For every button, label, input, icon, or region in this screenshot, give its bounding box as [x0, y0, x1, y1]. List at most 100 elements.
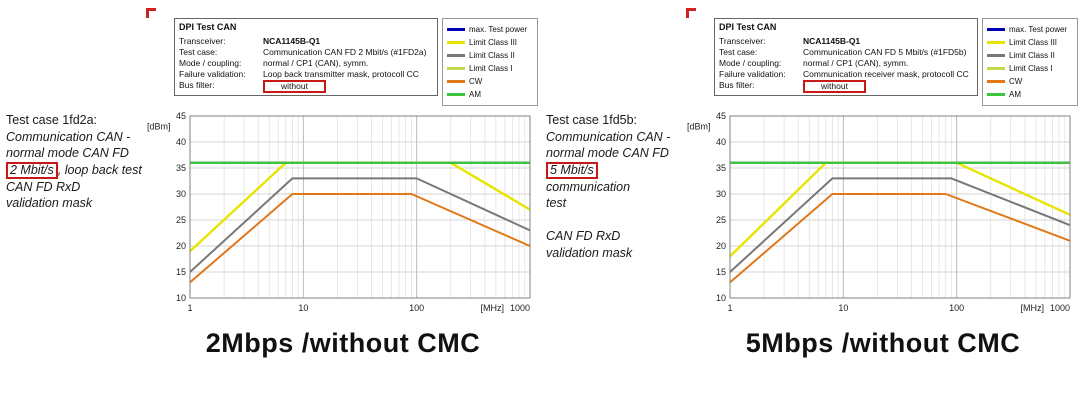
svg-text:10: 10	[838, 303, 848, 313]
legend-entry: max. Test power	[447, 23, 533, 36]
red-corner-mark	[686, 8, 696, 18]
info-value: Communication receiver mask, protocoll C…	[803, 68, 969, 79]
legend-swatch-icon	[987, 41, 1005, 44]
legend-entry: Limit Class II	[987, 49, 1073, 62]
info-row: Failure validation: Communication receive…	[719, 69, 973, 80]
chart-column-5mbps: DPI Test CAN Transceiver: NCA1145B-Q1 Test…	[686, 8, 1080, 401]
info-row: Bus filter: without	[179, 79, 433, 93]
side-note-line: validation mask	[6, 196, 93, 211]
info-value: NCA1145B-Q1	[263, 35, 321, 46]
svg-text:25: 25	[716, 215, 726, 225]
legend-entry: Limit Class I	[447, 62, 533, 75]
legend-label: max. Test power	[1009, 25, 1068, 34]
header-boxes: DPI Test CAN Transceiver: NCA1145B-Q1 Test…	[174, 18, 540, 106]
info-label: Failure validation:	[719, 68, 786, 79]
svg-text:25: 25	[176, 215, 186, 225]
svg-text:45: 45	[716, 111, 726, 121]
svg-text:[MHz]: [MHz]	[481, 303, 505, 313]
info-box-title: DPI Test CAN	[179, 22, 237, 32]
legend-entry: CW	[447, 75, 533, 88]
info-value: Communication CAN FD 5 Mbit/s (#1FD5b)	[803, 46, 967, 57]
side-note-2mbps: Test case 1fd2a: Communication CAN - norma…	[0, 8, 146, 401]
legend-swatch-icon	[447, 67, 465, 70]
svg-text:100: 100	[949, 303, 964, 313]
legend-entry: Limit Class I	[987, 62, 1073, 75]
side-note-5mbps: Test case 1fd5b: Communication CAN - norma…	[540, 8, 686, 401]
legend-swatch-icon	[447, 54, 465, 57]
info-row: Mode / coupling: normal / CP1 (CAN), symm…	[179, 58, 433, 69]
legend-label: CW	[469, 77, 483, 86]
info-row: Test case: Communication CAN FD 2 Mbit/s …	[179, 47, 433, 58]
svg-text:30: 30	[176, 189, 186, 199]
svg-text:20: 20	[176, 241, 186, 251]
legend-label: Limit Class III	[469, 38, 518, 47]
legend-label: CW	[1009, 77, 1023, 86]
svg-text:40: 40	[176, 137, 186, 147]
legend-swatch-icon	[447, 41, 465, 44]
legend-label: Limit Class I	[1009, 64, 1053, 73]
info-row: Failure validation: Loop back transmitter…	[179, 69, 433, 80]
side-note-line: normal mode CAN FD	[546, 146, 669, 160]
info-box-5mbps: DPI Test CAN Transceiver: NCA1145B-Q1 Test…	[714, 18, 978, 96]
legend-entry: AM	[447, 88, 533, 101]
svg-text:[dBm]: [dBm]	[147, 121, 171, 131]
info-label: Mode / coupling:	[719, 57, 782, 68]
svg-text:40: 40	[716, 137, 726, 147]
info-rows: Transceiver: NCA1145B-Q1 Test case: Communi…	[719, 36, 973, 93]
svg-text:35: 35	[716, 163, 726, 173]
legend-swatch-icon	[987, 93, 1005, 96]
legend-label: Limit Class II	[469, 51, 515, 60]
legend-swatch-icon	[447, 28, 465, 31]
legend-label: Limit Class II	[1009, 51, 1055, 60]
svg-text:15: 15	[176, 267, 186, 277]
info-value: Communication CAN FD 2 Mbit/s (#1FD2a)	[263, 46, 427, 57]
info-row: Transceiver: NCA1145B-Q1	[179, 36, 433, 47]
info-value: without	[803, 79, 973, 93]
legend-swatch-icon	[447, 93, 465, 96]
legend-entry: Limit Class III	[447, 36, 533, 49]
info-row: Mode / coupling: normal / CP1 (CAN), symm…	[719, 58, 973, 69]
side-note-line: validation mask	[546, 245, 633, 260]
highlight-box: without	[803, 79, 866, 93]
side-note-line	[546, 212, 684, 229]
legend-entry: max. Test power	[987, 23, 1073, 36]
info-value: without	[263, 79, 433, 93]
legend-box-5mbps: max. Test power Limit Class III Limit Clas…	[982, 18, 1078, 106]
info-label: Mode / coupling:	[179, 57, 242, 68]
info-label: Bus filter:	[719, 79, 755, 90]
panel-5mbps: Test case 1fd5b: Communication CAN - norma…	[540, 0, 1080, 401]
side-note-line: Test case 1fd2a:	[6, 113, 98, 127]
legend-entry: CW	[987, 75, 1073, 88]
highlight-box: without	[263, 79, 326, 93]
svg-text:1000: 1000	[1050, 303, 1070, 313]
svg-text:30: 30	[716, 189, 726, 199]
info-label: Transceiver:	[179, 35, 226, 46]
svg-text:[dBm]: [dBm]	[687, 121, 711, 131]
side-note-line: Communication CAN -	[546, 129, 671, 144]
side-note-line: normal mode CAN FD	[6, 146, 129, 160]
highlight-box: 5 Mbit/s	[546, 161, 598, 179]
side-note-line: test	[546, 196, 567, 211]
side-note-line: CAN FD RxD	[6, 179, 81, 194]
side-note-line: 5 Mbit/s communication	[546, 161, 631, 194]
svg-text:35: 35	[176, 163, 186, 173]
legend-entry: Limit Class II	[447, 49, 533, 62]
legend-swatch-icon	[447, 80, 465, 83]
legend-entry: Limit Class III	[987, 36, 1073, 49]
side-note-line: CAN FD RxD	[546, 229, 621, 244]
info-value: Loop back transmitter mask, protocoll CC	[263, 68, 419, 79]
highlight-box: 2 Mbit/s	[6, 161, 58, 179]
info-label: Transceiver:	[719, 35, 766, 46]
legend-label: Limit Class III	[1009, 38, 1058, 47]
info-value: normal / CP1 (CAN), symm.	[803, 57, 909, 68]
legend-label: AM	[1009, 90, 1021, 99]
legend-label: max. Test power	[469, 25, 528, 34]
info-box-2mbps: DPI Test CAN Transceiver: NCA1145B-Q1 Test…	[174, 18, 438, 96]
legend-swatch-icon	[987, 80, 1005, 83]
header-boxes: DPI Test CAN Transceiver: NCA1145B-Q1 Test…	[714, 18, 1080, 106]
svg-text:10: 10	[176, 293, 186, 303]
svg-text:100: 100	[409, 303, 424, 313]
side-note-line: Communication CAN -	[6, 129, 131, 144]
